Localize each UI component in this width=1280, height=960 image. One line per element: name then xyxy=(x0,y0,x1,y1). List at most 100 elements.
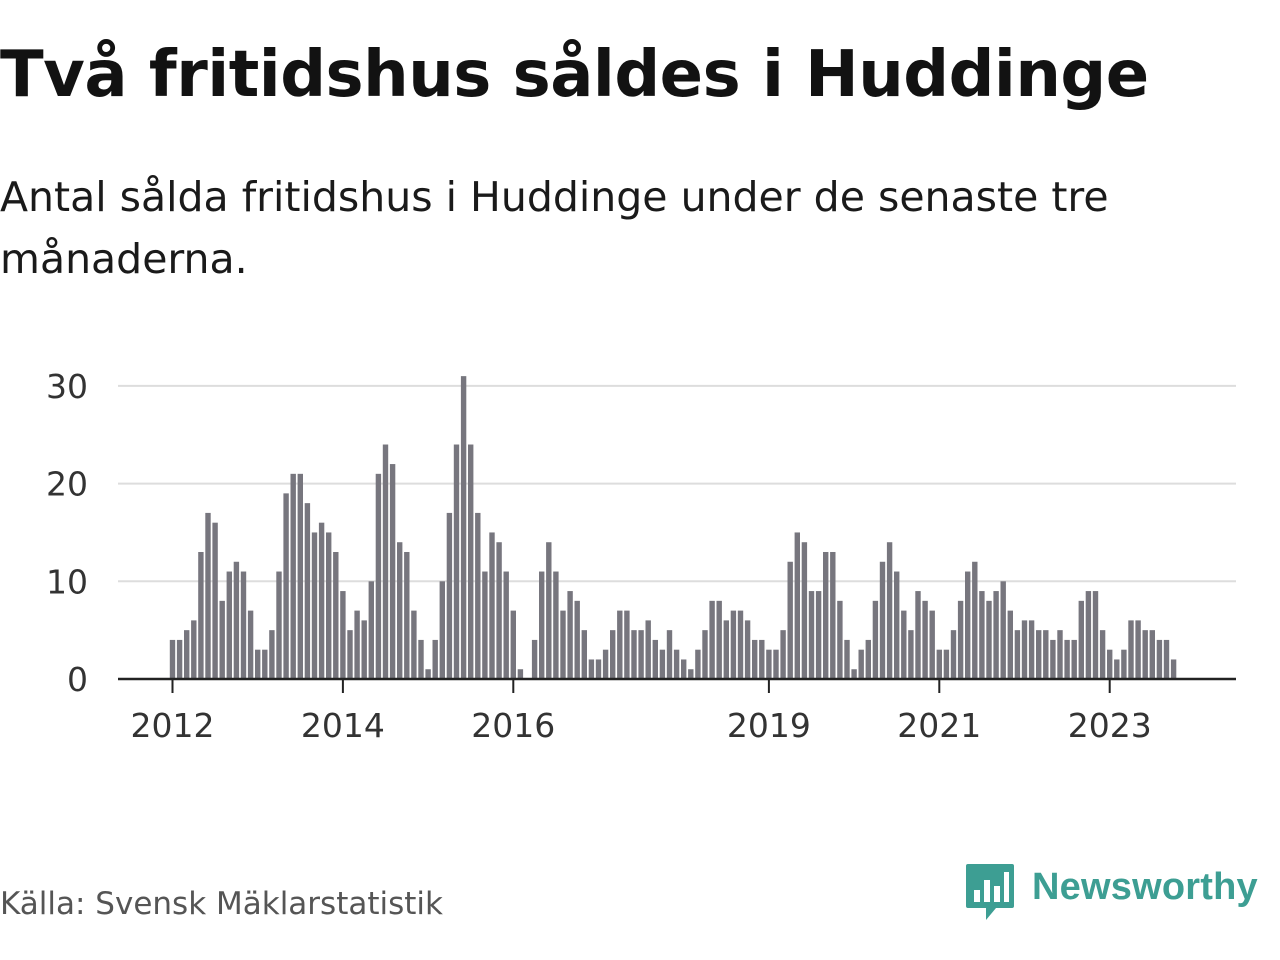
bar xyxy=(815,591,822,679)
bar xyxy=(517,669,524,679)
bar xyxy=(283,493,289,679)
bar xyxy=(688,669,694,679)
bar xyxy=(666,630,673,679)
highlight-value-label: 2 xyxy=(1177,0,1198,8)
bar xyxy=(929,610,935,679)
bar xyxy=(844,639,850,679)
bar xyxy=(645,620,651,679)
bar xyxy=(404,551,410,679)
bar xyxy=(290,473,296,679)
bar xyxy=(354,610,360,679)
bar xyxy=(823,551,829,679)
y-axis-ticks: 0 10 20 30 xyxy=(46,367,88,699)
bar xyxy=(851,669,857,679)
bar xyxy=(730,610,737,679)
bar xyxy=(865,639,871,679)
bar xyxy=(943,649,950,679)
bar xyxy=(262,649,268,679)
annotations: 2 xyxy=(1177,0,1198,8)
bar xyxy=(631,630,637,679)
bar xyxy=(737,610,744,679)
bar xyxy=(1043,630,1049,679)
bar xyxy=(418,639,424,679)
bar xyxy=(198,551,204,679)
bar xyxy=(766,649,772,679)
bar xyxy=(1028,620,1035,679)
bar xyxy=(744,620,751,679)
bar xyxy=(475,512,481,679)
bar xyxy=(709,600,715,679)
bar xyxy=(326,532,332,679)
bar xyxy=(1036,630,1042,679)
bar xyxy=(1021,620,1028,679)
bar xyxy=(915,591,921,679)
bar xyxy=(673,649,680,679)
bar xyxy=(723,620,729,679)
bar xyxy=(808,591,815,679)
newsworthy-logo[interactable]: Newsworthy xyxy=(964,862,1258,924)
bar xyxy=(496,542,502,679)
y-tick-label: 0 xyxy=(67,660,88,699)
bar xyxy=(957,600,964,679)
y-tick-label: 30 xyxy=(46,367,88,406)
bar xyxy=(411,610,417,679)
bar xyxy=(425,669,431,679)
bar xyxy=(553,571,559,679)
bar xyxy=(169,639,176,679)
bar xyxy=(212,522,218,679)
bar xyxy=(205,512,211,679)
bar xyxy=(191,620,197,679)
y-tick-label: 20 xyxy=(46,465,88,504)
bar xyxy=(965,571,971,679)
gridlines xyxy=(118,384,1236,583)
bar xyxy=(624,610,630,679)
bar xyxy=(993,591,999,679)
bar xyxy=(468,444,474,679)
bar xyxy=(752,639,758,679)
bar xyxy=(560,610,566,679)
bar xyxy=(922,600,928,679)
bar xyxy=(482,571,488,679)
bar xyxy=(908,630,914,679)
bar xyxy=(787,561,793,679)
source-note: Källa: Svensk Mäklarstatistik xyxy=(0,886,443,922)
bar xyxy=(830,551,836,679)
bar xyxy=(1121,649,1127,679)
bar xyxy=(1099,630,1106,679)
x-tick-label: 2012 xyxy=(131,706,215,745)
bar xyxy=(233,561,240,679)
bar xyxy=(361,620,367,679)
bar xyxy=(1057,630,1063,679)
bar xyxy=(226,571,232,679)
bar xyxy=(1149,630,1155,679)
newsworthy-logo-icon xyxy=(966,864,1014,920)
newsworthy-logo-text: Newsworthy xyxy=(1032,866,1258,908)
bar xyxy=(1170,659,1177,679)
bar xyxy=(972,561,978,679)
bar xyxy=(610,630,616,679)
bar xyxy=(1114,659,1120,679)
bar xyxy=(1142,630,1148,679)
bar xyxy=(489,532,495,679)
bar xyxy=(1085,591,1092,679)
bar xyxy=(638,630,644,679)
bar xyxy=(1107,649,1113,679)
bar xyxy=(1092,591,1099,679)
bar xyxy=(950,630,957,679)
bar xyxy=(858,649,864,679)
bar xyxy=(340,591,346,679)
bar xyxy=(595,659,602,679)
bar xyxy=(446,512,453,679)
bar xyxy=(304,503,311,679)
bar xyxy=(986,600,992,679)
bar xyxy=(1064,639,1070,679)
bar xyxy=(247,610,254,679)
bar xyxy=(389,464,396,679)
bar xyxy=(184,630,190,679)
bars xyxy=(169,376,1177,679)
bar xyxy=(716,600,722,679)
x-tick-label: 2021 xyxy=(897,706,981,745)
bar xyxy=(1156,639,1163,679)
bar xyxy=(602,649,609,679)
bar xyxy=(375,473,382,679)
